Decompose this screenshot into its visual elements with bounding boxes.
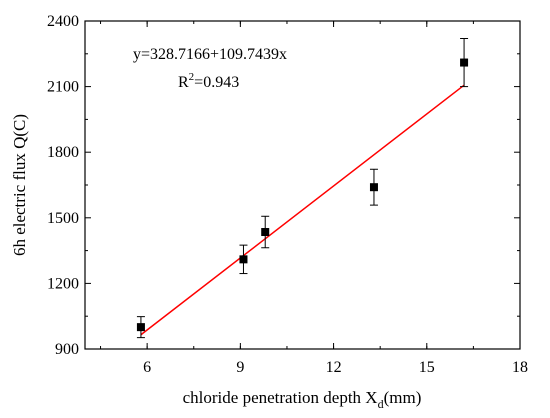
y-tick-label: 1800: [47, 144, 79, 161]
x-tick-label: 9: [236, 359, 244, 376]
y-tick-label: 900: [55, 341, 79, 358]
y-axis-label: 6h electric flux Q(C): [10, 114, 29, 256]
r-squared-main: R: [178, 74, 189, 91]
x-axis-label-subscript: d: [378, 397, 384, 411]
data-point: [239, 244, 248, 275]
square-marker: [239, 255, 248, 264]
r-squared-superscript: 2: [189, 71, 195, 83]
x-tick-label: 6: [143, 359, 151, 376]
x-tick-label: 15: [419, 359, 435, 376]
x-axis-label: chloride penetration depth Xd(mm): [183, 388, 422, 411]
plot-frame: [84, 20, 521, 350]
fit-line: [140, 84, 465, 336]
fit-layer: [140, 84, 465, 336]
x-axis-label-main: chloride penetration depth X: [183, 388, 378, 407]
square-marker: [460, 58, 469, 67]
data-point: [460, 37, 469, 88]
r-squared-value: =0.943: [194, 74, 239, 91]
square-marker: [261, 228, 270, 237]
y-tick-label: 2400: [47, 13, 79, 30]
x-tick-label: 18: [512, 359, 528, 376]
axis-ticks: [85, 20, 521, 350]
y-tick-label: 1200: [47, 275, 79, 292]
x-axis-label-unit: (mm): [384, 388, 422, 407]
data-point: [261, 215, 270, 249]
y-tick-label: 2100: [47, 79, 79, 96]
square-marker: [136, 323, 145, 332]
data-point: [136, 316, 145, 339]
y-tick-label: 1500: [47, 210, 79, 227]
equation-annotation: y=328.7166+109.7439x: [133, 46, 287, 63]
axis-tick-labels: 6 9 12 15 18 900 1200 1500 1800 2100 2400: [47, 13, 528, 376]
square-marker: [369, 183, 378, 192]
data-point: [369, 168, 378, 206]
x-tick-label: 12: [326, 359, 342, 376]
r-squared-annotation: R2=0.943: [178, 71, 239, 91]
data-points: [136, 37, 469, 339]
